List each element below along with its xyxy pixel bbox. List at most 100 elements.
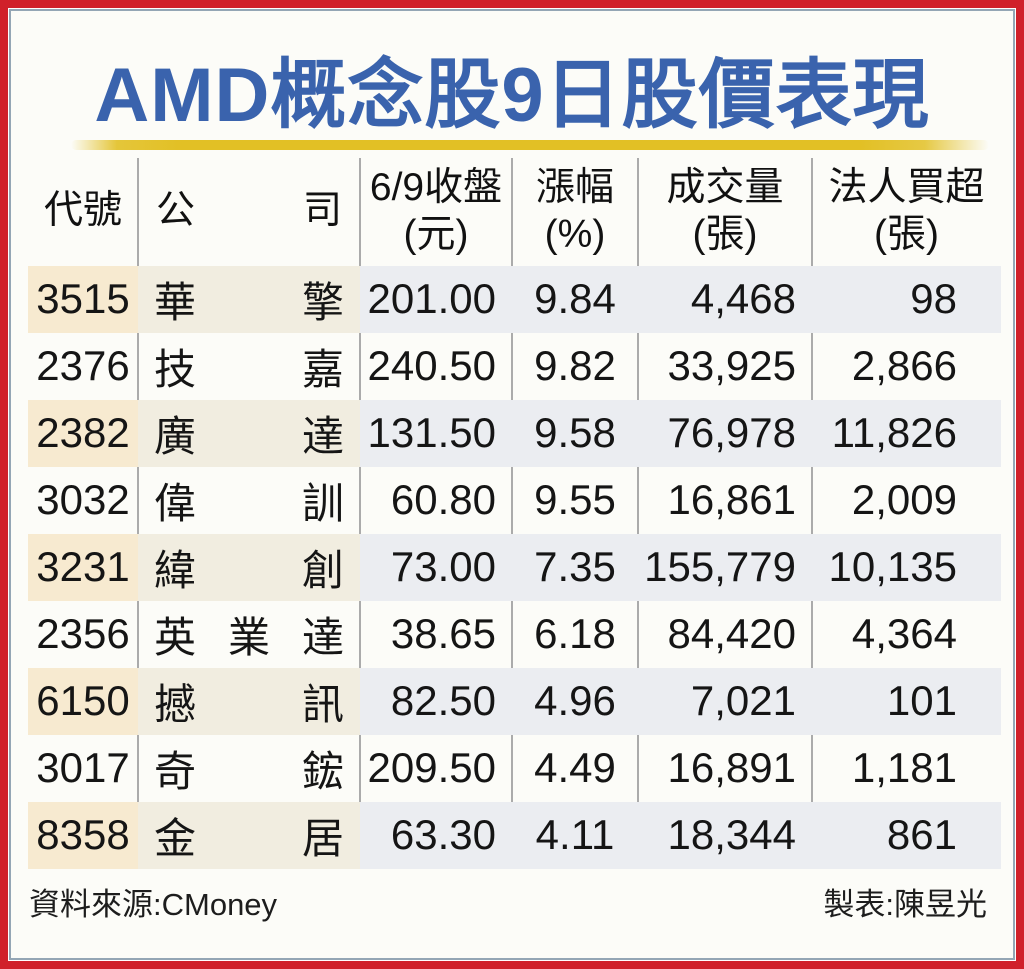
net-buy-cell: 98 [812, 266, 1001, 333]
change-cell: 9.55 [534, 476, 616, 523]
header-line: (%) [544, 212, 606, 256]
close-cell: 82.50 [360, 668, 512, 735]
header-line: 法人買超 [828, 166, 985, 210]
column-divider [359, 158, 361, 869]
company-cell: 廣達 [138, 400, 360, 467]
change-cell: 7.35 [512, 534, 638, 601]
cjk-char: 華 [154, 278, 197, 326]
cjk-char: 訊 [301, 680, 344, 728]
change-cell: 4.96 [512, 668, 638, 735]
cjk-char: 達 [301, 412, 344, 460]
header-cell: 6/9收盤 (元) [360, 158, 512, 266]
change-cell: 9.58 [512, 400, 638, 467]
company-cell: 偉訓 [138, 467, 360, 534]
volume-cell: 84,420 [667, 610, 796, 657]
close-cell: 209.50 [367, 744, 496, 791]
header-line: 6/9收盤 [369, 166, 503, 210]
code-cell: 2382 [28, 400, 138, 467]
close-cell: 38.65 [390, 610, 496, 657]
volume-cell: 155,779 [638, 534, 812, 601]
net-buy-cell: 101 [812, 668, 1001, 735]
net-buy-cell: 10,135 [812, 534, 1001, 601]
company-cell: 撼訊 [138, 668, 360, 735]
company-cell: 技嘉 [138, 333, 360, 400]
header-line: (元) [403, 212, 469, 256]
change-cell: 4.49 [534, 744, 616, 791]
cjk-char: 創 [301, 546, 344, 594]
net-buy-cell: 4,364 [851, 610, 957, 657]
header-cell: 漲幅 (%) [512, 158, 638, 266]
volume-cell: 18,344 [638, 802, 812, 869]
change-cell: 9.82 [534, 342, 616, 389]
credit-label: 製表:陳昱光 [823, 887, 987, 922]
cjk-char: 廣 [154, 412, 197, 460]
cjk-char: 英 [154, 613, 197, 661]
close-cell: 60.80 [390, 476, 496, 523]
column-divider [637, 158, 639, 869]
cjk-char: 緯 [154, 546, 197, 594]
cjk-char: 偉 [154, 479, 197, 527]
table-row: 3231 緯創 73.00 7.35 155,779 10,135 [28, 534, 1001, 601]
net-buy-cell: 1,181 [851, 744, 957, 791]
table-row: 6150 撼訊 82.50 4.96 7,021 101 [28, 668, 1001, 735]
column-divider [511, 158, 513, 869]
cjk-char: 技 [154, 345, 197, 393]
table-row: 3515 華擎 201.00 9.84 4,468 98 [28, 266, 1001, 333]
source-label: 資料來源:CMoney [29, 887, 278, 922]
code-cell: 2376 [36, 342, 130, 389]
close-cell: 131.50 [360, 400, 512, 467]
table-row: 2382 廣達 131.50 9.58 76,978 11,826 [28, 400, 1001, 467]
header-cell: 公司 [138, 158, 360, 266]
header-line: (張) [874, 212, 939, 256]
volume-cell: 33,925 [667, 342, 796, 389]
header-cell: 成交量 (張) [638, 158, 812, 266]
cjk-char: 訓 [301, 479, 344, 527]
code-cell: 2356 [36, 610, 130, 657]
header-line: 代號 [43, 189, 122, 233]
cjk-char: 鋐 [301, 747, 344, 795]
company-cell: 緯創 [138, 534, 360, 601]
cjk-char: 公 [156, 189, 196, 233]
code-cell: 8358 [28, 802, 138, 869]
code-cell: 3032 [36, 476, 130, 523]
close-cell: 63.30 [360, 802, 512, 869]
header-line: 漲幅 [535, 166, 614, 210]
table-header-row: 代號公司 6/9收盤 (元) 漲幅 (%) 成交量 (張) 法人買超 (張) [28, 158, 1001, 266]
net-buy-cell: 11,826 [812, 400, 1001, 467]
stock-table: 代號公司 6/9收盤 (元) 漲幅 (%) 成交量 (張) 法人買超 (張) 3515 華擎 201… [28, 158, 1001, 869]
net-buy-cell: 2,866 [851, 342, 957, 389]
volume-cell: 16,861 [667, 476, 796, 523]
change-cell: 6.18 [534, 610, 616, 657]
company-cell: 華擎 [138, 266, 360, 333]
cjk-char: 業 [227, 613, 270, 661]
header-cell: 法人買超 (張) [812, 158, 1001, 266]
close-cell: 73.00 [360, 534, 512, 601]
cjk-char: 金 [154, 814, 197, 862]
header-cell: 代號 [28, 158, 138, 266]
company-cell: 英業達 [138, 601, 360, 668]
company-cell: 奇鋐 [138, 735, 360, 802]
cjk-char: 擎 [301, 278, 344, 326]
title-underline [71, 140, 989, 150]
volume-cell: 7,021 [638, 668, 812, 735]
cjk-char: 達 [301, 613, 344, 661]
net-buy-cell: 861 [812, 802, 1001, 869]
cjk-char: 奇 [154, 747, 197, 795]
volume-cell: 4,468 [638, 266, 812, 333]
code-cell: 6150 [28, 668, 138, 735]
company-cell: 金居 [138, 802, 360, 869]
cjk-char: 撼 [154, 680, 197, 728]
net-buy-cell: 2,009 [851, 476, 957, 523]
header-line: (張) [692, 212, 758, 256]
cjk-char: 居 [301, 814, 344, 862]
cjk-char: 司 [302, 189, 342, 233]
table-row: 3017 奇鋐 209.50 4.49 16,891 1,181 [28, 735, 1001, 802]
close-cell: 240.50 [367, 342, 496, 389]
code-cell: 3515 [28, 266, 138, 333]
change-cell: 4.11 [512, 802, 638, 869]
cjk-char: 嘉 [301, 345, 344, 393]
code-cell: 3231 [28, 534, 138, 601]
table-row: 8358 金居 63.30 4.11 18,344 861 [28, 802, 1001, 869]
table-row: 2356 英業達 38.65 6.18 84,420 4,364 [28, 601, 1001, 668]
